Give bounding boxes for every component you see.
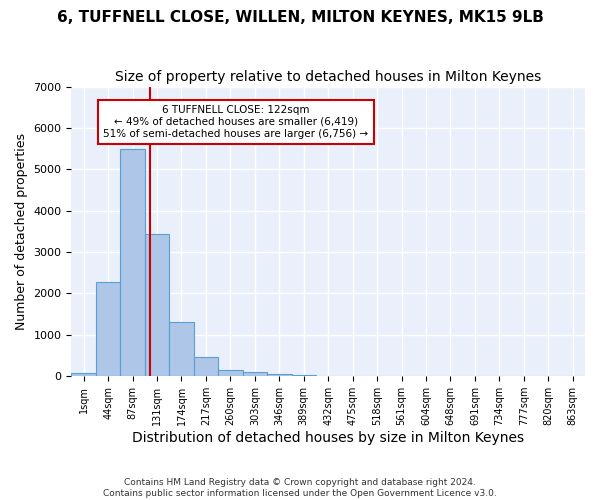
Bar	[71, 373, 96, 376]
Text: Contains HM Land Registry data © Crown copyright and database right 2024.
Contai: Contains HM Land Registry data © Crown c…	[103, 478, 497, 498]
Title: Size of property relative to detached houses in Milton Keynes: Size of property relative to detached ho…	[115, 70, 541, 84]
Y-axis label: Number of detached properties: Number of detached properties	[15, 133, 28, 330]
Bar	[194, 357, 218, 376]
Bar	[96, 282, 121, 376]
Bar	[242, 372, 267, 376]
Bar	[145, 234, 169, 376]
Bar	[218, 370, 242, 376]
Text: 6, TUFFNELL CLOSE, WILLEN, MILTON KEYNES, MK15 9LB: 6, TUFFNELL CLOSE, WILLEN, MILTON KEYNES…	[56, 10, 544, 25]
Bar	[292, 375, 316, 376]
Text: 6 TUFFNELL CLOSE: 122sqm
← 49% of detached houses are smaller (6,419)
51% of sem: 6 TUFFNELL CLOSE: 122sqm ← 49% of detach…	[103, 106, 368, 138]
Bar	[267, 374, 292, 376]
Bar	[169, 322, 194, 376]
Bar	[121, 150, 145, 376]
X-axis label: Distribution of detached houses by size in Milton Keynes: Distribution of detached houses by size …	[132, 431, 524, 445]
